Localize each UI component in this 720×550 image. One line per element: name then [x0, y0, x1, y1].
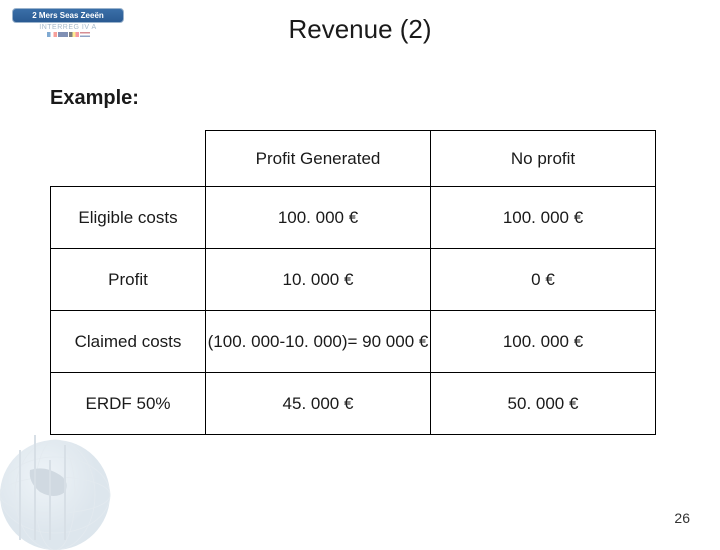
- cell: 0 €: [431, 249, 656, 311]
- cell: 45. 000 €: [206, 373, 431, 435]
- row-label: Profit: [51, 249, 206, 311]
- header-no-profit: No profit: [431, 131, 656, 187]
- cell: 10. 000 €: [206, 249, 431, 311]
- row-label: Claimed costs: [51, 311, 206, 373]
- logo-subtitle: INTERREG IV A: [12, 23, 124, 31]
- logo-flags: [12, 32, 124, 38]
- table-header-row: Profit Generated No profit: [51, 131, 656, 187]
- logo-title: 2 Mers Seas Zeeën: [12, 8, 124, 23]
- page-number: 26: [674, 510, 690, 526]
- cell: 100. 000 €: [431, 187, 656, 249]
- header-profit-generated: Profit Generated: [206, 131, 431, 187]
- subtitle: Example:: [50, 87, 720, 110]
- header-empty: [51, 131, 206, 187]
- cell: (100. 000-10. 000)= 90 000 €: [206, 311, 431, 373]
- cell: 100. 000 €: [206, 187, 431, 249]
- row-label: Eligible costs: [51, 187, 206, 249]
- globe-decoration: [0, 420, 120, 550]
- table-row: Eligible costs 100. 000 € 100. 000 €: [51, 187, 656, 249]
- example-table: Profit Generated No profit Eligible cost…: [50, 130, 656, 435]
- cell: 100. 000 €: [431, 311, 656, 373]
- table-row: Claimed costs (100. 000-10. 000)= 90 000…: [51, 311, 656, 373]
- cell: 50. 000 €: [431, 373, 656, 435]
- table-row: Profit 10. 000 € 0 €: [51, 249, 656, 311]
- program-logo: 2 Mers Seas Zeeën INTERREG IV A: [12, 8, 124, 46]
- table-row: ERDF 50% 45. 000 € 50. 000 €: [51, 373, 656, 435]
